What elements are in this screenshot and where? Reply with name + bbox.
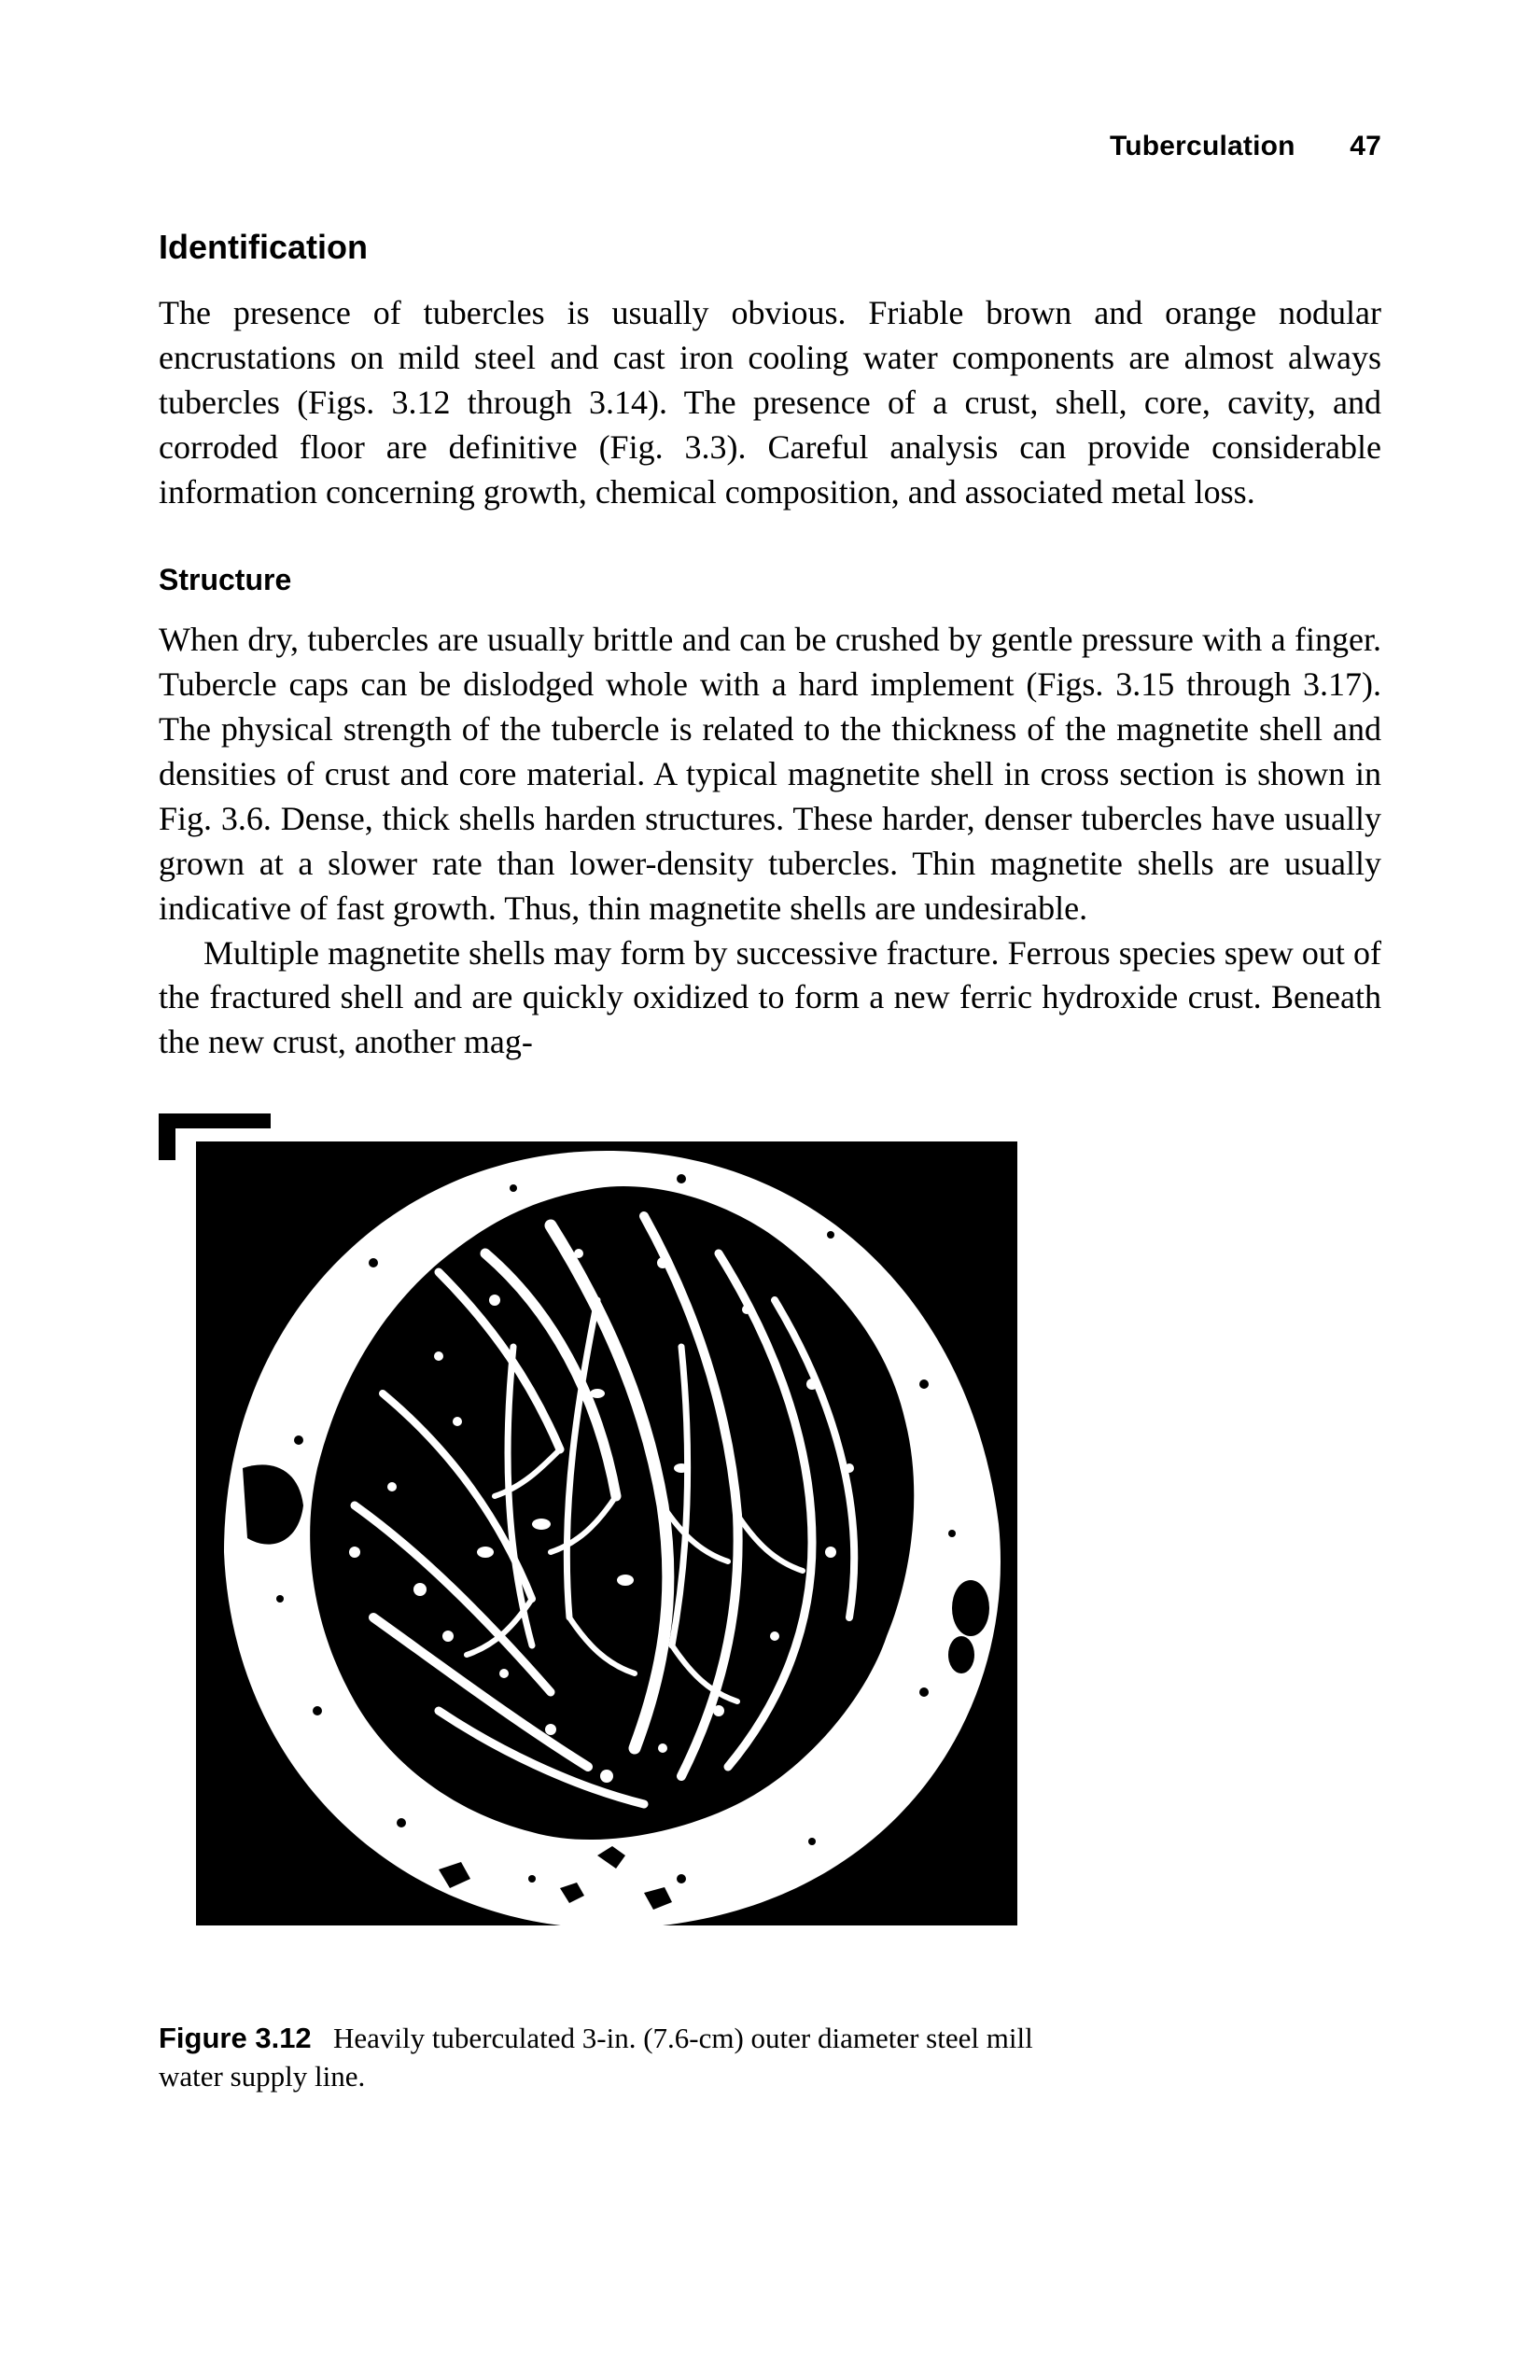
running-head-title: Tuberculation [1110,131,1295,161]
figure-image [159,1113,1017,1953]
paragraph-structure-1: When dry, tubercles are usually brittle … [159,618,1381,931]
figure-block: Figure 3.12 Heavily tuberculated 3-in. (… [159,1113,1381,2095]
page: Tuberculation 47 Identification The pres… [0,0,1540,2380]
heading-identification: Identification [159,228,1381,267]
paragraph-identification: The presence of tubercles is usually obv… [159,291,1381,514]
running-head: Tuberculation 47 [159,131,1381,162]
figure-label: Figure 3.12 [159,2022,312,2054]
paragraph-structure-2: Multiple magnetite shells may form by su… [159,931,1381,1066]
page-number: 47 [1350,131,1381,162]
heading-structure: Structure [159,563,1381,597]
figure-caption: Figure 3.12 Heavily tuberculated 3-in. (… [159,2019,1073,2095]
